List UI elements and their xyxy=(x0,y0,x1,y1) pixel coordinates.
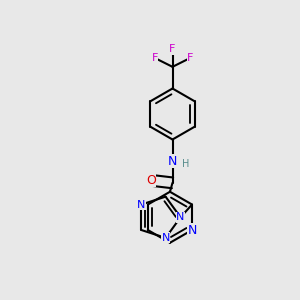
Text: N: N xyxy=(161,233,170,243)
Text: F: F xyxy=(169,44,176,54)
Text: O: O xyxy=(146,174,156,187)
Text: F: F xyxy=(187,53,194,63)
Text: H: H xyxy=(182,159,189,169)
Text: N: N xyxy=(168,155,177,168)
Text: N: N xyxy=(187,224,197,236)
Text: F: F xyxy=(152,53,158,63)
Text: N: N xyxy=(137,200,146,209)
Text: N: N xyxy=(176,212,185,222)
